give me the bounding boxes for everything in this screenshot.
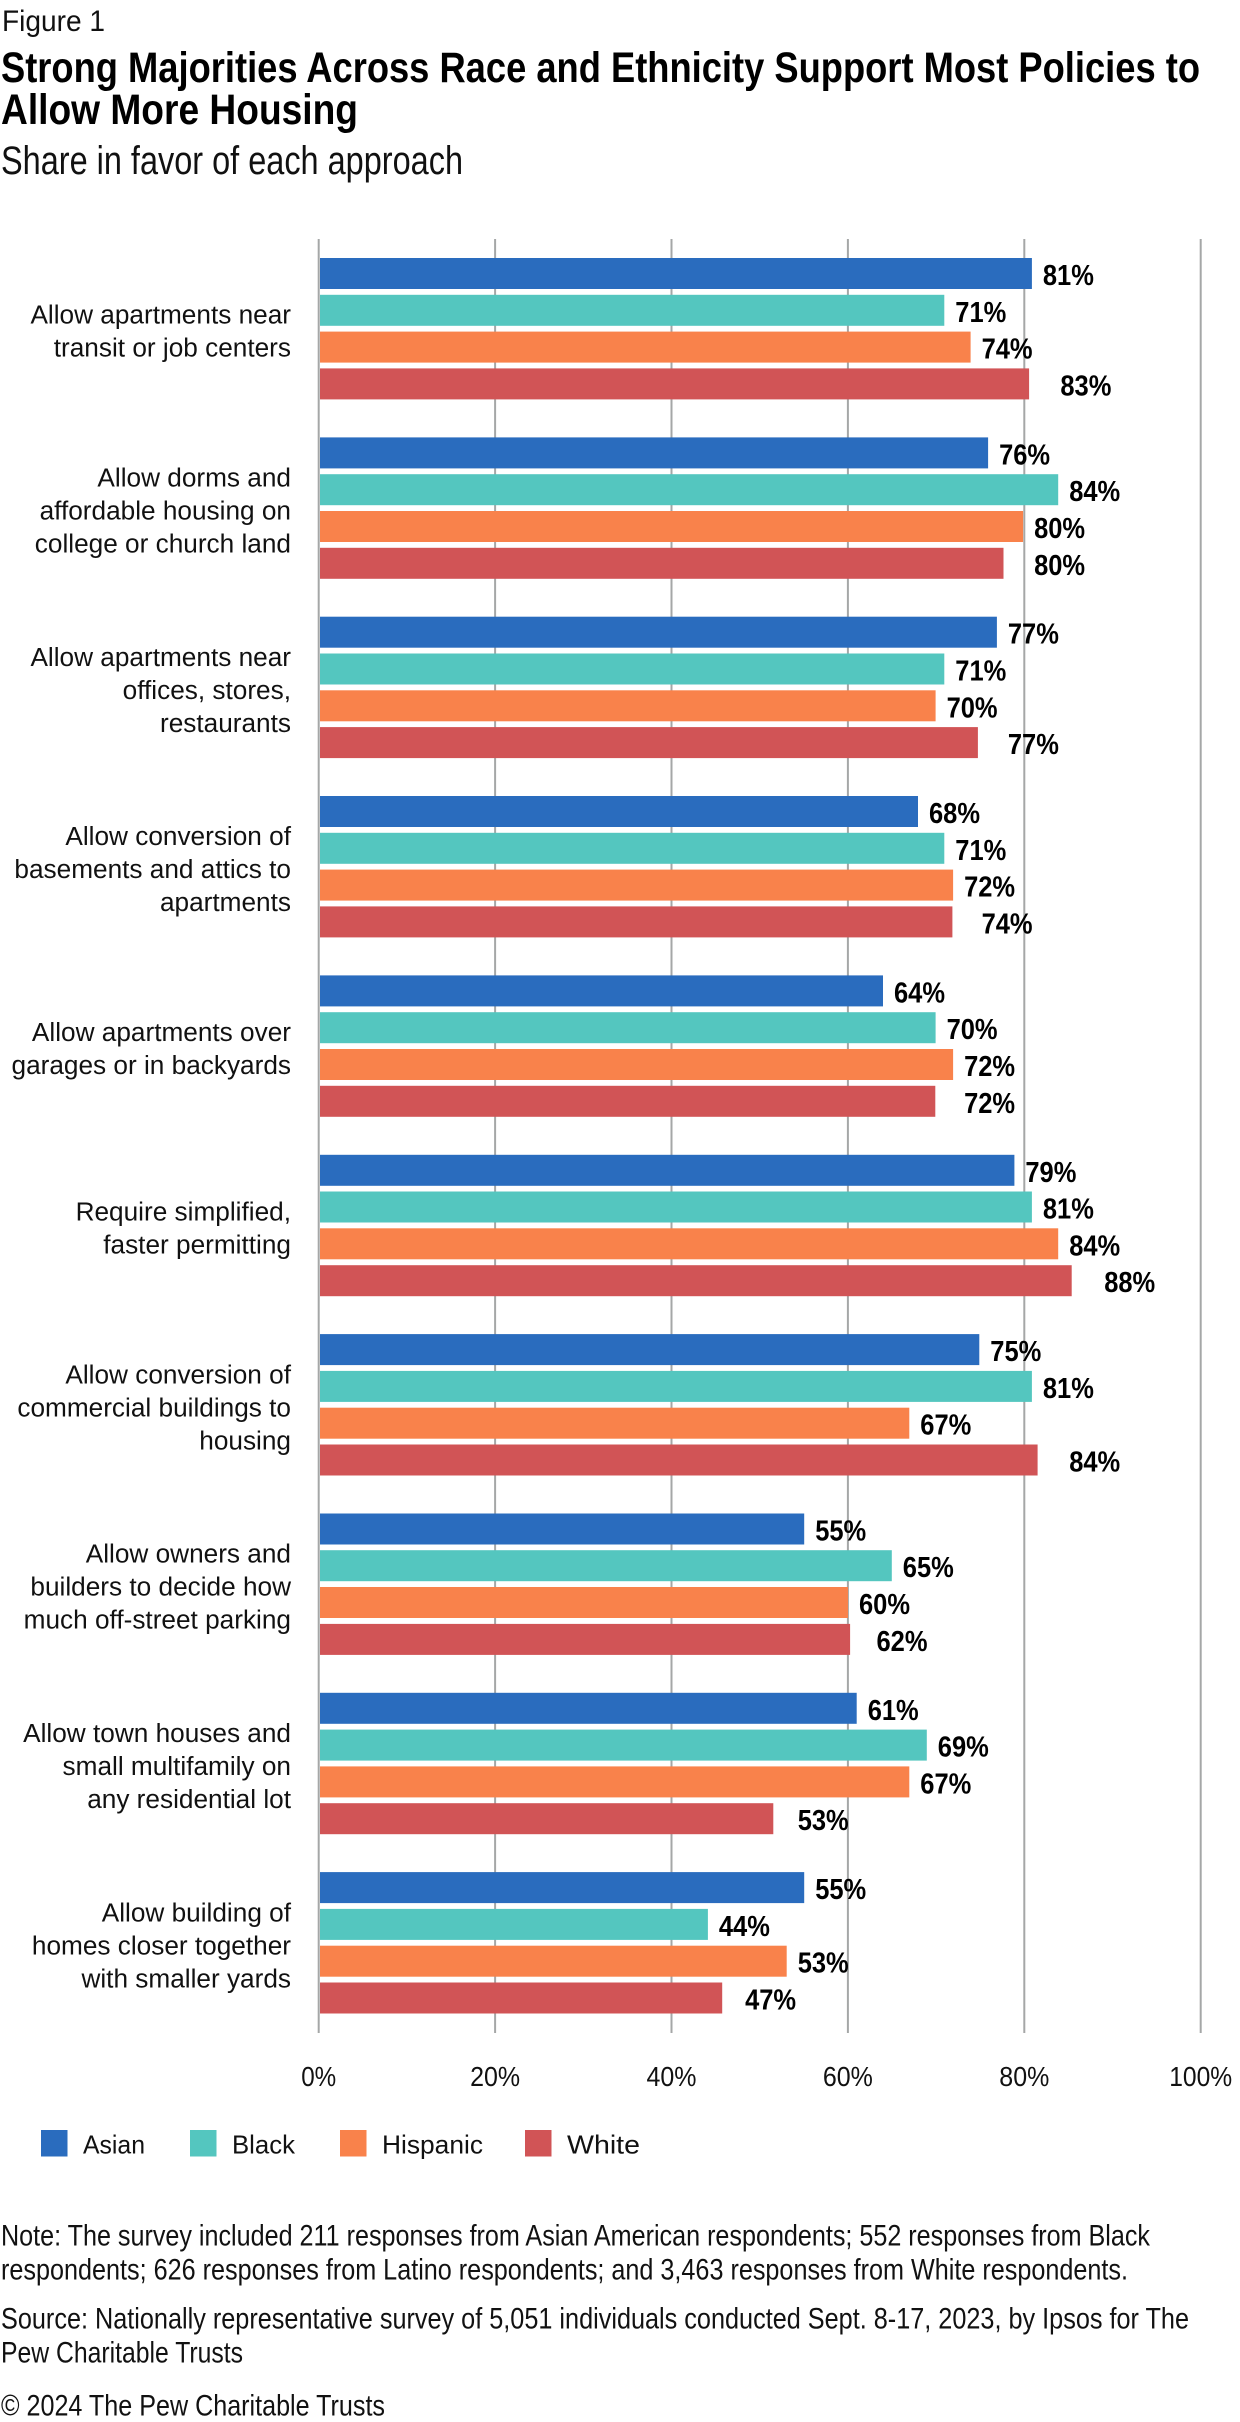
svg-text:Figure 1: Figure 1 xyxy=(2,5,105,38)
svg-text:Share in favor of each approac: Share in favor of each approach xyxy=(1,139,463,183)
svg-text:Allow apartments over: Allow apartments over xyxy=(32,1017,291,1047)
svg-text:83%: 83% xyxy=(1060,370,1111,402)
svg-text:88%: 88% xyxy=(1104,1267,1155,1299)
svg-text:restaurants: restaurants xyxy=(160,708,291,738)
svg-text:apartments: apartments xyxy=(160,887,291,917)
svg-text:100%: 100% xyxy=(1169,2061,1232,2092)
svg-text:Allow apartments near: Allow apartments near xyxy=(30,642,291,672)
svg-text:White: White xyxy=(567,2130,640,2160)
svg-text:Allow owners and: Allow owners and xyxy=(86,1539,291,1569)
svg-text:67%: 67% xyxy=(920,1768,971,1800)
svg-text:55%: 55% xyxy=(815,1874,866,1906)
svg-text:affordable housing on: affordable housing on xyxy=(40,496,291,526)
svg-text:77%: 77% xyxy=(1008,729,1059,761)
svg-text:70%: 70% xyxy=(947,692,998,724)
svg-text:college or church land: college or church land xyxy=(35,529,291,559)
svg-text:53%: 53% xyxy=(798,1948,849,1980)
svg-text:53%: 53% xyxy=(798,1805,849,1837)
svg-text:72%: 72% xyxy=(964,1088,1015,1120)
svg-text:commercial buildings to: commercial buildings to xyxy=(17,1392,291,1422)
svg-text:44%: 44% xyxy=(719,1911,770,1943)
svg-text:Require simplified,: Require simplified, xyxy=(76,1197,291,1227)
svg-text:80%: 80% xyxy=(1034,550,1085,582)
svg-text:offices, stores,: offices, stores, xyxy=(123,675,291,705)
svg-text:Black: Black xyxy=(232,2130,296,2160)
svg-text:Note: The survey included 211: Note: The survey included 211 responses … xyxy=(1,2220,1151,2253)
svg-text:68%: 68% xyxy=(929,798,980,830)
svg-text:small multifamily on: small multifamily on xyxy=(63,1751,291,1781)
svg-text:81%: 81% xyxy=(1043,1373,1094,1405)
svg-text:respondents; 626 responses fro: respondents; 626 responses from Latino r… xyxy=(1,2254,1128,2287)
svg-text:70%: 70% xyxy=(947,1014,998,1046)
svg-text:any residential lot: any residential lot xyxy=(87,1784,292,1814)
svg-text:55%: 55% xyxy=(815,1516,866,1548)
svg-text:47%: 47% xyxy=(745,1985,796,2017)
svg-text:71%: 71% xyxy=(955,656,1006,688)
svg-text:20%: 20% xyxy=(470,2061,520,2092)
svg-text:77%: 77% xyxy=(1008,619,1059,651)
svg-text:61%: 61% xyxy=(868,1695,919,1727)
svg-text:Pew Charitable Trusts: Pew Charitable Trusts xyxy=(1,2337,243,2370)
svg-text:67%: 67% xyxy=(920,1410,971,1442)
svg-text:faster permitting: faster permitting xyxy=(103,1230,291,1260)
svg-text:Allow building of: Allow building of xyxy=(102,1897,292,1927)
svg-text:Allow More Housing: Allow More Housing xyxy=(1,86,358,134)
svg-text:69%: 69% xyxy=(938,1732,989,1764)
svg-text:81%: 81% xyxy=(1043,1194,1094,1226)
svg-text:transit or job centers: transit or job centers xyxy=(54,333,291,363)
svg-text:0%: 0% xyxy=(301,2061,336,2092)
svg-text:79%: 79% xyxy=(1025,1157,1076,1189)
svg-text:62%: 62% xyxy=(877,1626,928,1658)
svg-text:basements and attics to: basements and attics to xyxy=(14,854,291,884)
svg-text:76%: 76% xyxy=(999,439,1050,471)
svg-text:64%: 64% xyxy=(894,977,945,1009)
svg-text:Allow apartments near: Allow apartments near xyxy=(30,300,291,330)
svg-text:72%: 72% xyxy=(964,1051,1015,1083)
svg-text:housing: housing xyxy=(199,1425,291,1455)
svg-text:71%: 71% xyxy=(955,297,1006,329)
svg-text:Hispanic: Hispanic xyxy=(382,2130,483,2160)
svg-text:81%: 81% xyxy=(1043,260,1094,292)
svg-text:Allow dorms and: Allow dorms and xyxy=(97,463,291,493)
svg-text:builders to decide how: builders to decide how xyxy=(30,1572,291,1602)
svg-text:© 2024 The Pew Charitable Trus: © 2024 The Pew Charitable Trusts xyxy=(1,2390,385,2422)
svg-text:71%: 71% xyxy=(955,835,1006,867)
svg-text:72%: 72% xyxy=(964,872,1015,904)
svg-text:40%: 40% xyxy=(647,2061,697,2092)
svg-text:Source: Nationally representat: Source: Nationally representative survey… xyxy=(1,2303,1189,2336)
svg-text:60%: 60% xyxy=(823,2061,873,2092)
svg-text:Strong Majorities Across Race: Strong Majorities Across Race and Ethnic… xyxy=(1,44,1200,92)
svg-text:84%: 84% xyxy=(1069,476,1120,508)
svg-text:84%: 84% xyxy=(1069,1447,1120,1479)
svg-text:65%: 65% xyxy=(903,1552,954,1584)
svg-text:84%: 84% xyxy=(1069,1230,1120,1262)
svg-text:80%: 80% xyxy=(1034,513,1085,545)
svg-text:garages or in backyards: garages or in backyards xyxy=(12,1050,291,1080)
svg-text:75%: 75% xyxy=(990,1336,1041,1368)
svg-text:Allow town houses and: Allow town houses and xyxy=(23,1718,291,1748)
svg-text:74%: 74% xyxy=(982,908,1033,940)
svg-text:80%: 80% xyxy=(999,2061,1049,2092)
svg-text:74%: 74% xyxy=(982,334,1033,366)
svg-text:Allow conversion of: Allow conversion of xyxy=(65,821,291,851)
svg-text:homes closer together: homes closer together xyxy=(32,1930,291,1960)
svg-text:with smaller yards: with smaller yards xyxy=(80,1963,291,1993)
svg-text:much off-street parking: much off-street parking xyxy=(24,1605,291,1635)
svg-text:Allow conversion of: Allow conversion of xyxy=(65,1359,291,1389)
svg-text:Asian: Asian xyxy=(83,2130,145,2160)
svg-text:60%: 60% xyxy=(859,1589,910,1621)
